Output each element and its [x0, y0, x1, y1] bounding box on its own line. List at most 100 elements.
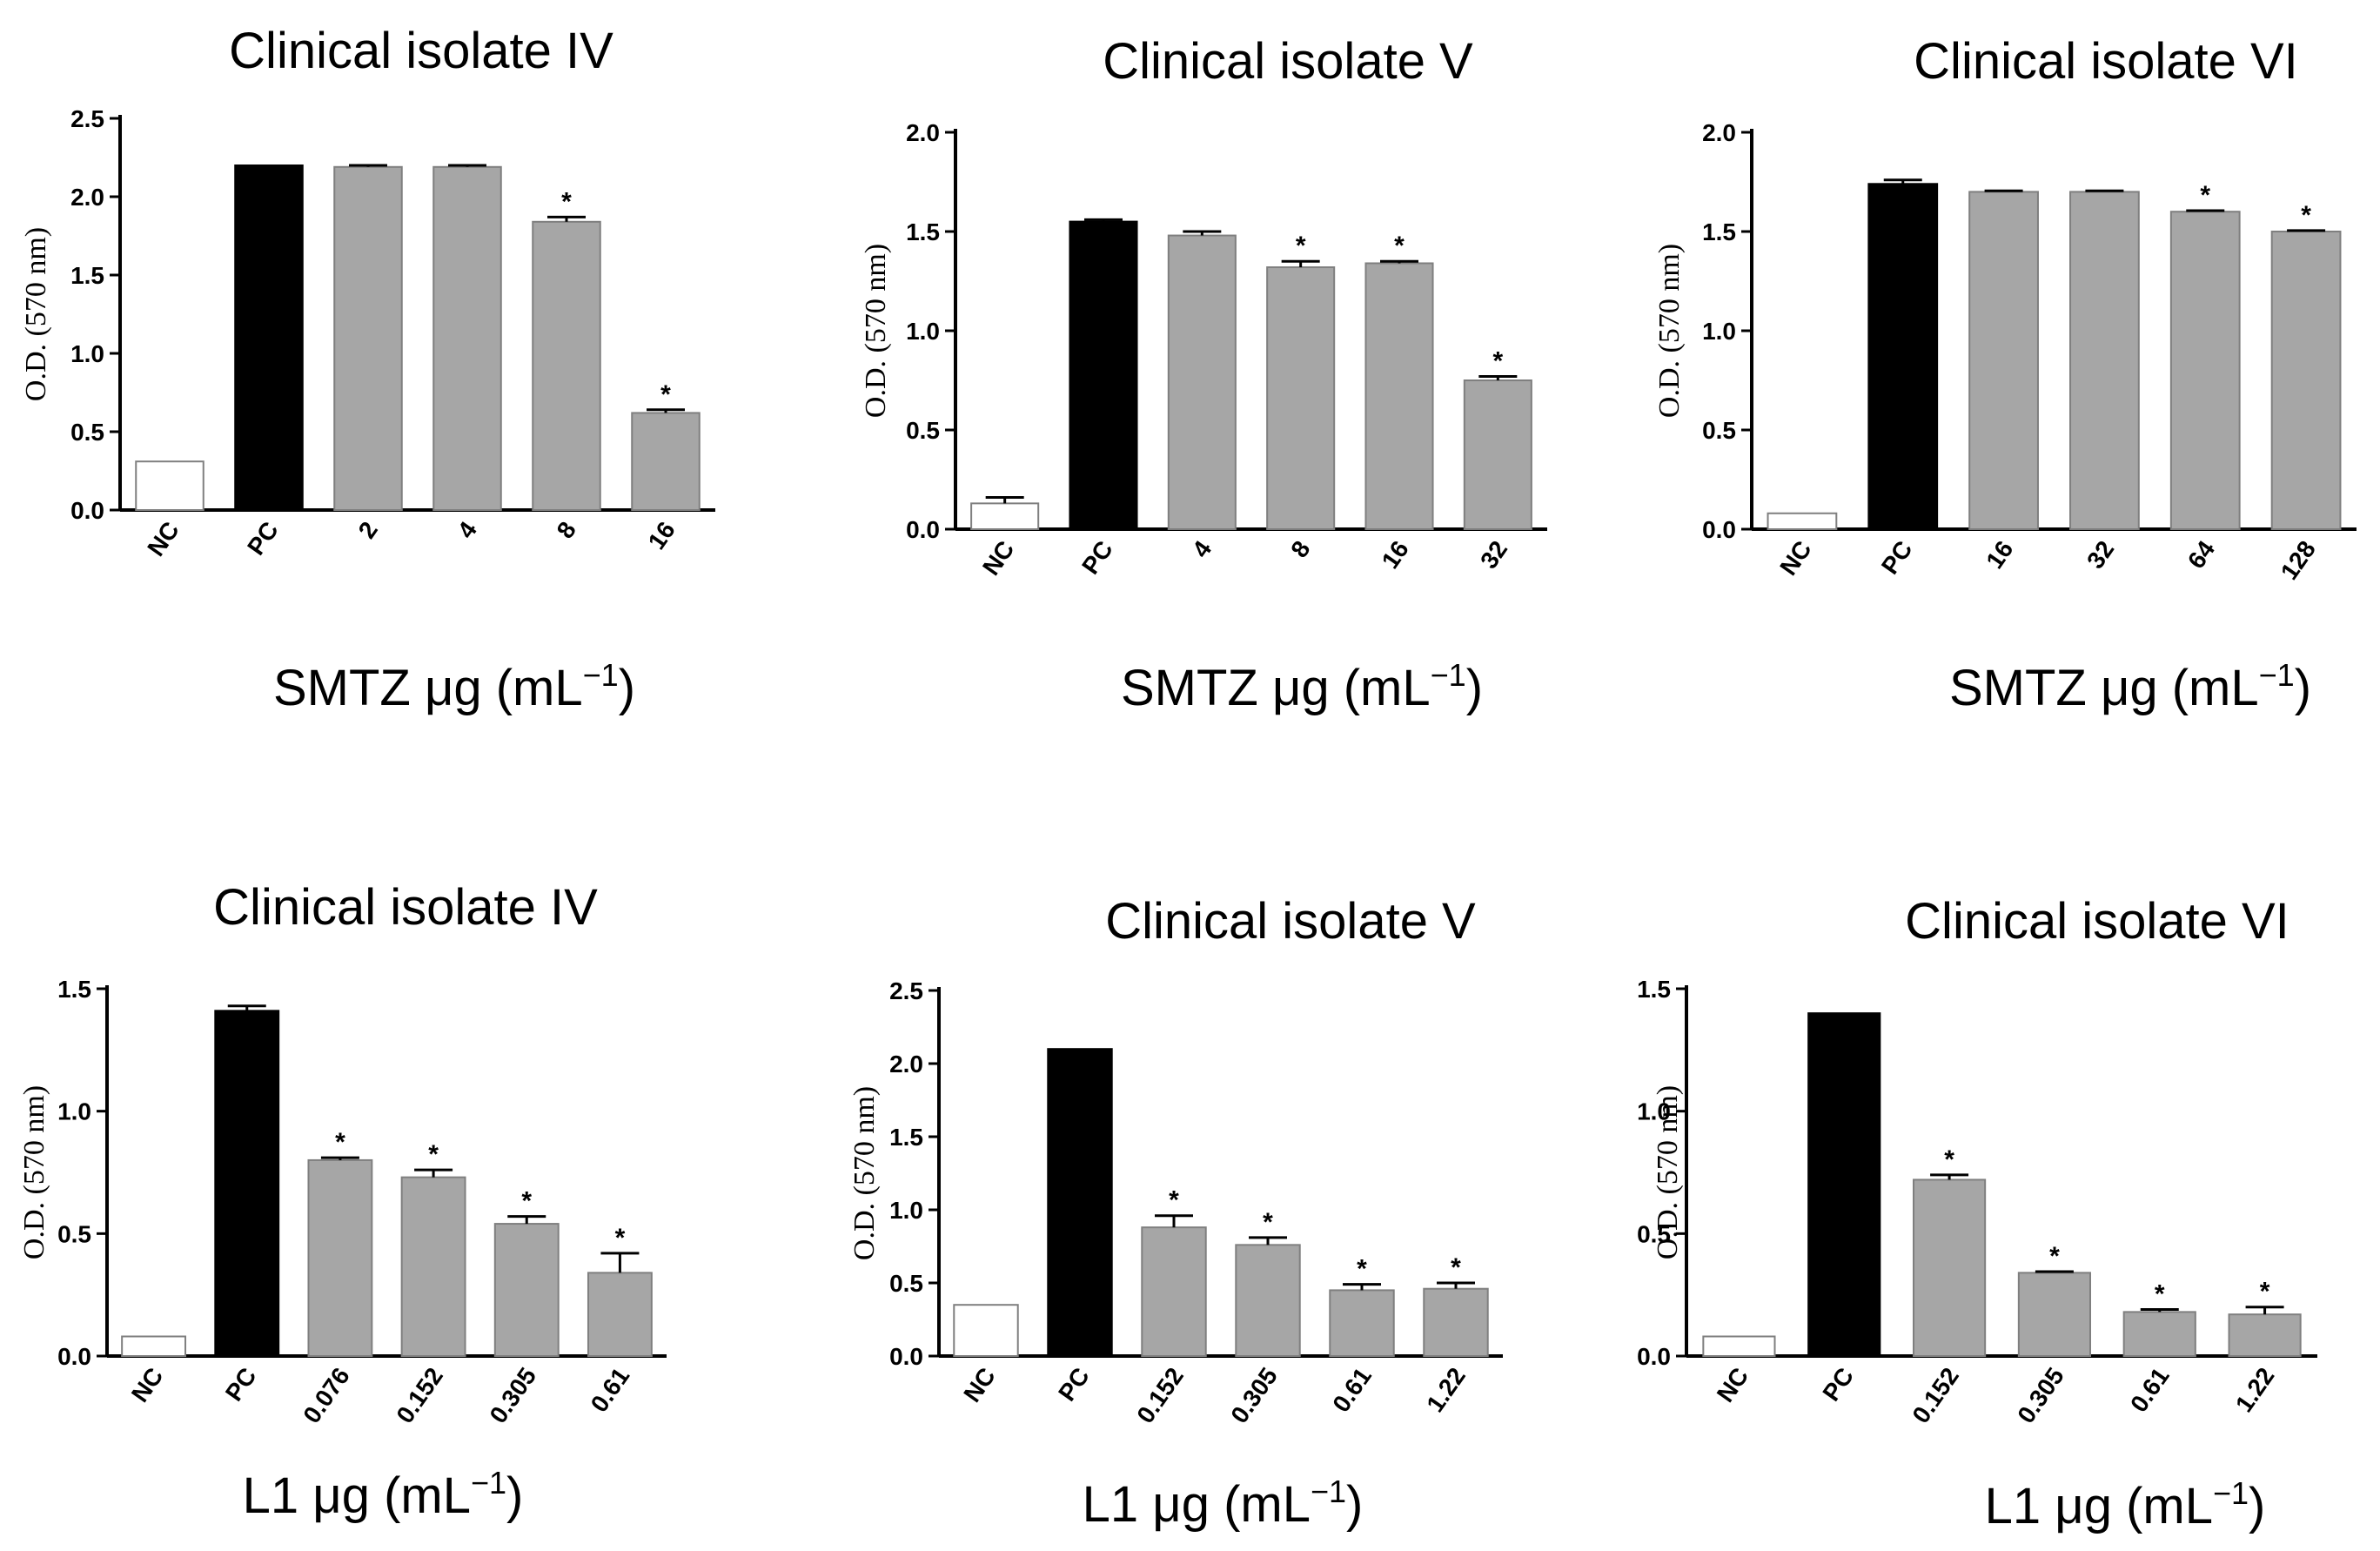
significance-star: * [1451, 1253, 1461, 1282]
bar-nc [970, 502, 1040, 530]
y-tick-label: 1.5 [57, 976, 91, 1003]
y-axis-label: O.D. (570 nm) [1653, 244, 1686, 418]
y-tick-label: 0.0 [70, 497, 104, 524]
bar-8 [532, 220, 601, 512]
panel-title: Clinical isolate V [1103, 33, 1473, 90]
x-tick-label: 4 [1187, 535, 1217, 562]
panel-title: Clinical isolate VI [1905, 893, 2289, 950]
significance-star: * [1169, 1186, 1179, 1215]
x-tick-label: 4 [453, 516, 483, 543]
y-tick-label: 1.5 [906, 218, 940, 245]
x-tick-label: NC [126, 1363, 169, 1407]
y-tick-label: 1.0 [1702, 318, 1736, 345]
y-tick-label: 2.0 [70, 184, 104, 211]
bar-0-305 [493, 1223, 560, 1357]
y-axis-label: O.D. (570 nm) [18, 1085, 50, 1259]
significance-star: * [1492, 346, 1503, 375]
bar-pc [1807, 1012, 1881, 1357]
y-tick-label: 2.0 [889, 1051, 923, 1078]
x-tick-label: NC [958, 1363, 1001, 1407]
bar-pc [1867, 183, 1939, 530]
y-tick-label: 1.0 [1637, 1098, 1671, 1125]
significance-star: * [1263, 1208, 1273, 1237]
y-axis-label: O.D. (570 nm) [848, 1086, 881, 1260]
x-axis-caption: L1 μg (mL−1) [243, 1465, 524, 1524]
bar-nc [1702, 1335, 1776, 1357]
significance-star: * [1357, 1255, 1367, 1284]
bar-4 [432, 165, 502, 512]
y-tick-label: 0.0 [906, 516, 940, 543]
panel-title: Clinical isolate IV [213, 879, 598, 936]
significance-star: * [615, 1224, 626, 1252]
x-tick-label: 0.152 [391, 1363, 448, 1428]
x-axis-caption: SMTZ μg (mL−1) [1121, 657, 1483, 716]
y-tick-label: 0.5 [1702, 417, 1736, 444]
chart-panel-2: Clinical isolate V O.D. (570 nm) 0.0 0.5 1.0… [860, 33, 1547, 716]
bar-nc [953, 1304, 1019, 1357]
significance-star: * [1944, 1145, 1954, 1174]
significance-star: * [2260, 1278, 2270, 1306]
y-axis-label: O.D. (570 nm) [20, 227, 52, 401]
bar-pc [1069, 220, 1138, 530]
x-tick-label: 0.61 [1327, 1363, 1377, 1417]
bar-0-305 [1235, 1244, 1301, 1357]
bar-0-152 [1913, 1178, 1987, 1357]
bar-0-61 [1329, 1289, 1395, 1358]
bar-0-152 [400, 1176, 466, 1358]
y-tick-label: 1.0 [906, 318, 940, 345]
bar-0-152 [1141, 1226, 1207, 1358]
bar-0-61 [587, 1272, 653, 1358]
chart-panel-3: Clinical isolate VI O.D. (570 nm) 0.0 0.5 1.… [1653, 33, 2357, 716]
bar-2 [333, 165, 403, 512]
x-tick-label: 1.22 [2230, 1363, 2280, 1417]
bar-16 [631, 412, 701, 511]
y-tick-label: 0.0 [1702, 516, 1736, 543]
significance-star: * [1296, 232, 1306, 260]
chart-panel-1: Clinical isolate IV O.D. (570 nm) 0.0 0.5 1.… [20, 23, 715, 716]
bar-nc [135, 460, 204, 512]
y-tick-label: 1.0 [889, 1197, 923, 1224]
y-tick-label: 2.5 [70, 105, 104, 132]
x-tick-label: 16 [643, 517, 680, 554]
x-tick-label: 0.305 [485, 1363, 542, 1428]
bar-nc [1767, 512, 1838, 531]
x-tick-label: PC [1076, 536, 1118, 580]
x-tick-label: 0.61 [586, 1363, 635, 1417]
y-tick-label: 2.0 [906, 119, 940, 146]
significance-star: * [2301, 201, 2311, 230]
x-tick-label: 0.305 [1225, 1363, 1283, 1428]
x-tick-label: 128 [2276, 536, 2321, 585]
bar-32 [1463, 379, 1532, 530]
bar-4 [1167, 234, 1237, 530]
x-axis-caption: SMTZ μg (mL−1) [1949, 657, 2311, 716]
bar-0-61 [2122, 1311, 2196, 1357]
y-tick-label: 1.5 [1637, 976, 1671, 1003]
x-tick-label: PC [220, 1363, 262, 1407]
x-tick-label: NC [977, 536, 1020, 581]
y-tick-label: 0.5 [70, 419, 104, 446]
panel-title: Clinical isolate IV [229, 23, 613, 79]
x-tick-label: PC [242, 517, 284, 561]
y-axis-label: O.D. (570 nm) [1652, 1085, 1684, 1259]
bar-1-22 [1423, 1287, 1489, 1357]
x-tick-label: PC [1817, 1363, 1859, 1407]
bar-pc [1047, 1048, 1113, 1357]
x-tick-label: 0.152 [1907, 1363, 1964, 1428]
x-tick-label: 8 [1285, 536, 1315, 563]
y-tick-label: 0.5 [889, 1270, 923, 1297]
y-tick-label: 0.5 [1637, 1220, 1671, 1247]
x-tick-label: 16 [1377, 536, 1414, 574]
bar-16 [1364, 262, 1434, 530]
x-axis-caption: L1 μg (mL−1) [1083, 1474, 1364, 1533]
significance-star: * [335, 1128, 345, 1157]
x-tick-label: 0.152 [1131, 1363, 1189, 1428]
x-tick-label: NC [1774, 536, 1817, 581]
y-tick-label: 1.0 [70, 340, 104, 367]
x-axis-caption: L1 μg (mL−1) [1985, 1475, 2266, 1534]
y-tick-label: 1.5 [1702, 218, 1736, 245]
y-tick-label: 0.5 [57, 1220, 91, 1247]
significance-star: * [428, 1140, 439, 1169]
x-tick-label: PC [1876, 536, 1918, 580]
significance-star: * [561, 187, 572, 216]
